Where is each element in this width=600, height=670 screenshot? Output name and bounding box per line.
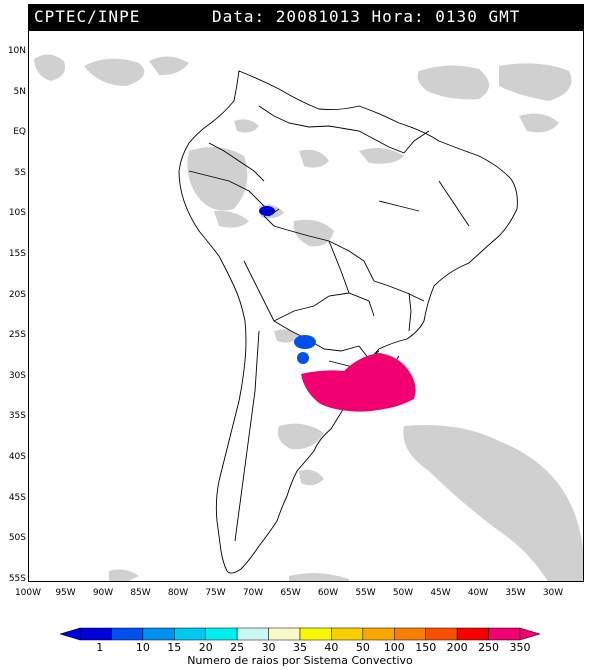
longitude-label: 45W [430,588,451,598]
longitude-label: 70W [242,588,264,598]
legend-color-swatch [205,627,238,641]
latitude-label: 45S [8,492,26,503]
legend-color-swatch [79,627,112,641]
color-legend [59,627,541,641]
legend-tick-label: 40 [324,641,339,654]
longitude-label: 40W [467,588,489,598]
legend-color-swatch [268,627,301,641]
longitude-label: 65W [280,588,301,598]
legend-tick-label: 25 [230,641,245,654]
legend-color-swatch [331,627,364,641]
latitude-label: 10S [8,208,26,219]
source-label: CPTEC/INPE [34,7,141,26]
system-peru-brazil [259,206,275,216]
longitude-label: 85W [130,588,151,598]
legend-tick-label: 50 [355,641,370,654]
legend-tick-label: 100 [383,641,405,654]
legend-color-swatch [456,627,489,641]
latitude-label: 5S [14,167,26,178]
longitude-label: 80W [167,588,189,598]
legend-tick-label: 1 [96,641,104,654]
latitude-label: 30S [8,370,26,381]
lightning-systems [259,206,416,412]
longitude-label: 95W [55,588,76,598]
latitude-label: 50S [8,533,26,544]
latitude-label: 40S [8,452,26,462]
system-southern-brazil [301,353,416,412]
longitude-label: 60W [317,588,339,598]
legend-tick-label: 150 [415,641,437,654]
legend-arrow-right [519,627,541,641]
legend-color-swatch [236,627,269,641]
latitude-label: 20S [8,289,26,300]
legend-tick-label: 30 [261,641,276,654]
system-argentina-2 [297,352,309,364]
latitude-label: 25S [8,330,26,341]
legend-tick-label: 350 [509,641,531,654]
legend-color-swatch [488,627,521,641]
latitude-label: 10N [7,46,26,56]
latitude-label: EQ [13,127,26,138]
longitude-label: 100W [14,588,42,598]
system-argentina-1 [294,335,316,349]
legend-tick-label: 20 [198,641,213,654]
south-america-map [34,54,583,581]
map-frame [28,30,584,582]
longitude-label: 50W [392,588,414,598]
legend-tick-label: 200 [446,641,468,654]
legend-tick-label: 250 [478,641,500,654]
cloud-cover [34,54,583,581]
legend-color-swatch [425,627,458,641]
latitude-label: 55S [8,573,26,584]
datetime-label: Data: 20081013 Hora: 0130 GMT [212,7,521,26]
legend-tick-label: 35 [293,641,307,654]
legend-color-swatch [111,627,144,641]
latitude-label: 35S [8,411,26,422]
legend-color-swatch [174,627,206,641]
longitude-label: 35W [505,588,526,598]
longitude-label: 90W [92,588,114,598]
legend-color-swatch [142,627,175,641]
continent-outline [178,70,518,574]
legend-tick-label: 15 [167,641,182,654]
longitude-label: 30W [542,588,564,598]
map-header: CPTEC/INPE Data: 20081013 Hora: 0130 GMT [28,4,584,30]
legend-color-swatch [299,627,332,641]
legend-color-swatch [362,627,395,641]
latitude-label: 5N [13,86,26,97]
latitude-label: 15S [8,249,26,259]
longitude-label: 75W [205,588,226,598]
legend-color-swatch [394,627,426,641]
legend-arrow-left [59,627,81,641]
legend-tick-label: 10 [135,641,150,654]
legend-title: Numero de raios por Sistema Convectivo [187,654,413,667]
longitude-label: 55W [355,588,376,598]
